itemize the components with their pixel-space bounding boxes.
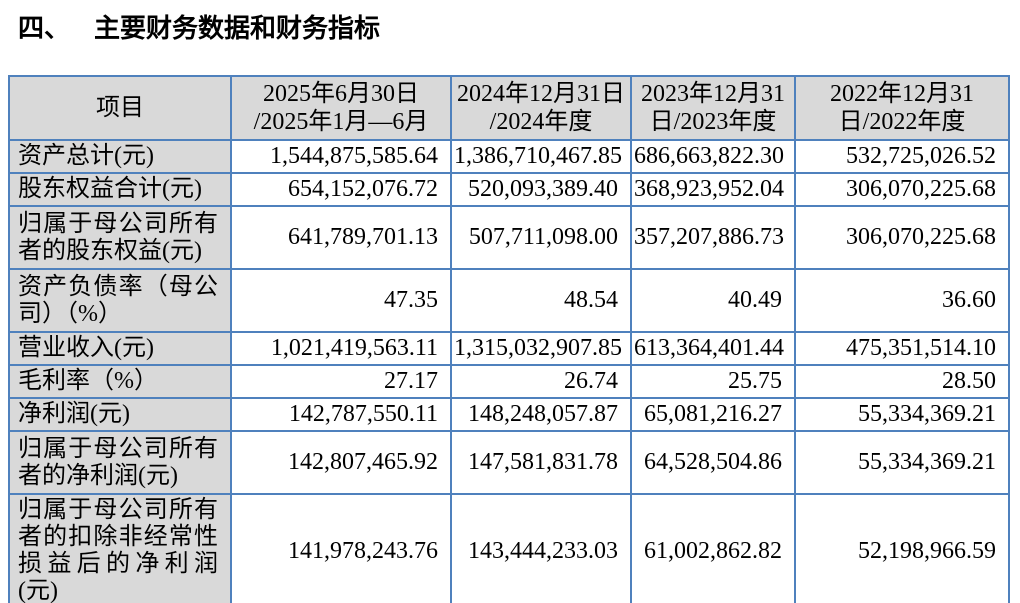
row-label: 归属于母公司所有者的扣除非经常性损益后的净利润(元) xyxy=(8,493,232,603)
period-column-header: 2024年12月31日 /2024年度 xyxy=(450,75,632,141)
value-cell: 507,711,098.00 xyxy=(450,205,632,270)
value-cell: 141,978,243.76 xyxy=(230,493,452,603)
value-cell: 1,021,419,563.11 xyxy=(230,331,452,366)
row-label: 资产总计(元) xyxy=(8,139,232,174)
value-cell: 48.54 xyxy=(450,268,632,333)
value-cell: 368,923,952.04 xyxy=(630,172,796,207)
value-cell: 36.60 xyxy=(794,268,1010,333)
table-row: 资产负债率（母公司）（%） 47.35 48.54 40.49 36.60 xyxy=(8,268,1010,333)
value-cell: 47.35 xyxy=(230,268,452,333)
section-number: 四、 xyxy=(18,14,71,43)
value-cell: 28.50 xyxy=(794,364,1010,399)
value-cell: 142,787,550.11 xyxy=(230,397,452,432)
value-cell: 641,789,701.13 xyxy=(230,205,452,270)
value-cell: 1,315,032,907.85 xyxy=(450,331,632,366)
period-column-header: 2022年12月31 日/2022年度 xyxy=(794,75,1010,141)
value-cell: 55,334,369.21 xyxy=(794,397,1010,432)
table-row: 归属于母公司所有者的扣除非经常性损益后的净利润(元) 141,978,243.76… xyxy=(8,493,1010,603)
table-row: 归属于母公司所有者的股东权益(元) 641,789,701.13 507,711,0… xyxy=(8,205,1010,270)
table-header-row: 项目 2025年6月30日 /2025年1月—6月 2024年12月31日 /202… xyxy=(8,75,1010,141)
value-cell: 357,207,886.73 xyxy=(630,205,796,270)
value-cell: 65,081,216.27 xyxy=(630,397,796,432)
section-title-text: 主要财务数据和财务指标 xyxy=(94,14,381,43)
value-cell: 306,070,225.68 xyxy=(794,205,1010,270)
value-cell: 25.75 xyxy=(630,364,796,399)
period-column-header: 2025年6月30日 /2025年1月—6月 xyxy=(230,75,452,141)
period-column-header: 2023年12月31 日/2023年度 xyxy=(630,75,796,141)
row-label: 毛利率（%） xyxy=(8,364,232,399)
table-row: 资产总计(元) 1,544,875,585.64 1,386,710,467.85 6… xyxy=(8,139,1010,174)
item-column-header: 项目 xyxy=(8,75,232,141)
value-cell: 306,070,225.68 xyxy=(794,172,1010,207)
value-cell: 613,364,401.44 xyxy=(630,331,796,366)
value-cell: 686,663,822.30 xyxy=(630,139,796,174)
row-label: 归属于母公司所有者的股东权益(元) xyxy=(8,205,232,270)
value-cell: 654,152,076.72 xyxy=(230,172,452,207)
row-label: 资产负债率（母公司）（%） xyxy=(8,268,232,333)
value-cell: 1,386,710,467.85 xyxy=(450,139,632,174)
value-cell: 52,198,966.59 xyxy=(794,493,1010,603)
value-cell: 27.17 xyxy=(230,364,452,399)
value-cell: 40.49 xyxy=(630,268,796,333)
financial-indicators-table: 项目 2025年6月30日 /2025年1月—6月 2024年12月31日 /202… xyxy=(8,75,1010,603)
row-label: 营业收入(元) xyxy=(8,331,232,366)
section-title: 四、 主要财务数据和财务指标 xyxy=(18,8,380,45)
value-cell: 148,248,057.87 xyxy=(450,397,632,432)
value-cell: 142,807,465.92 xyxy=(230,430,452,495)
value-cell: 475,351,514.10 xyxy=(794,331,1010,366)
value-cell: 61,002,862.82 xyxy=(630,493,796,603)
table-row: 股东权益合计(元) 654,152,076.72 520,093,389.40 368… xyxy=(8,172,1010,207)
value-cell: 520,093,389.40 xyxy=(450,172,632,207)
table-row: 营业收入(元) 1,021,419,563.11 1,315,032,907.85 6… xyxy=(8,331,1010,366)
table-row: 归属于母公司所有者的净利润(元) 142,807,465.92 147,581,83… xyxy=(8,430,1010,495)
value-cell: 532,725,026.52 xyxy=(794,139,1010,174)
value-cell: 143,444,233.03 xyxy=(450,493,632,603)
row-label: 净利润(元) xyxy=(8,397,232,432)
value-cell: 1,544,875,585.64 xyxy=(230,139,452,174)
row-label: 股东权益合计(元) xyxy=(8,172,232,207)
value-cell: 64,528,504.86 xyxy=(630,430,796,495)
row-label: 归属于母公司所有者的净利润(元) xyxy=(8,430,232,495)
value-cell: 26.74 xyxy=(450,364,632,399)
table-row: 净利润(元) 142,787,550.11 148,248,057.87 65,081… xyxy=(8,397,1010,432)
table-row: 毛利率（%） 27.17 26.74 25.75 28.50 xyxy=(8,364,1010,399)
value-cell: 147,581,831.78 xyxy=(450,430,632,495)
value-cell: 55,334,369.21 xyxy=(794,430,1010,495)
